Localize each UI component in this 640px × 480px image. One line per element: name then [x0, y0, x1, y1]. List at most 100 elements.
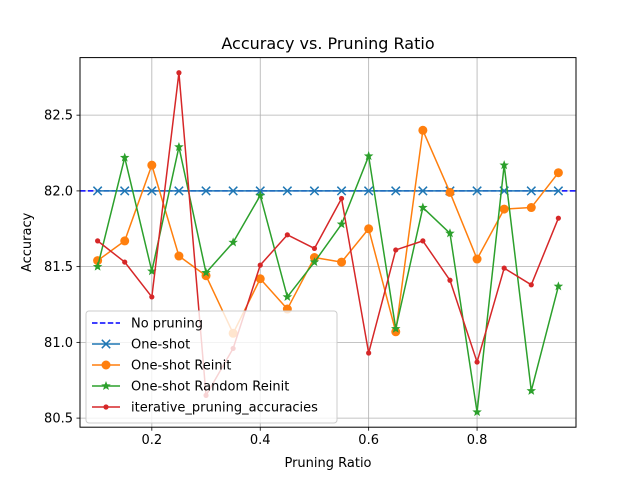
data-point-one-shot-random-reinit — [553, 281, 564, 291]
data-point-one-shot-stroke — [363, 186, 374, 196]
data-point-iterative-pruning-accuracies — [447, 277, 453, 283]
data-point-one-shot — [119, 186, 130, 196]
series-line-one-shot-random-reinit — [96, 146, 560, 413]
series-one-shot-reinit — [93, 125, 563, 338]
x-axis-label: Pruning Ratio — [284, 456, 371, 471]
data-point-iterative-pruning-accuracies — [338, 195, 345, 202]
legend: No pruning One-shot One-shot Reinit One-sho… — [85, 310, 338, 424]
data-point-iterative-pruning-accuracies — [501, 265, 507, 271]
data-point-one-shot-stroke — [228, 186, 238, 196]
legend-marker — [103, 404, 109, 410]
data-point-one-shot — [363, 186, 374, 196]
y-axis-label: Accuracy — [20, 212, 35, 272]
data-point-one-shot — [147, 186, 157, 196]
data-point-one-shot-random-reinit — [92, 261, 103, 271]
data-point-one-shot — [309, 186, 320, 196]
data-point-one-shot-random-reinit — [418, 202, 428, 212]
x-tick-label: 0.4 — [250, 433, 271, 448]
data-point-iterative-pruning-accuracies — [122, 259, 128, 265]
data-point-one-shot-random-reinit — [391, 323, 401, 333]
data-point-one-shot-random-reinit — [363, 151, 374, 161]
data-point-one-shot-random-reinit — [119, 152, 130, 162]
data-point-iterative-pruning-accuracies — [528, 282, 534, 288]
x-tick-label: 0.8 — [467, 433, 488, 448]
data-point-one-shot — [92, 186, 103, 196]
data-point-one-shot-reinit — [201, 271, 211, 281]
plot-content — [80, 70, 576, 417]
data-point-one-shot-reinit — [472, 254, 482, 264]
legend-entry: No pruning — [92, 317, 203, 332]
data-point-iterative-pruning-accuracies — [284, 232, 290, 238]
data-point-one-shot-stroke — [391, 186, 401, 196]
data-point-one-shot-random-reinit — [228, 237, 238, 247]
data-point-one-shot-random-reinit — [255, 190, 265, 200]
data-point-one-shot-random-reinit — [472, 407, 482, 417]
data-point-iterative-pruning-accuracies — [555, 215, 561, 221]
legend-label: iterative_pruning_accuracies — [131, 401, 318, 416]
data-point-one-shot-stroke — [553, 186, 564, 196]
data-point-one-shot-random-reinit — [336, 219, 347, 229]
data-point-one-shot-reinit — [120, 236, 130, 246]
data-point-one-shot-random-reinit — [201, 267, 211, 277]
legend-entry: One-shot Random Reinit — [92, 380, 289, 395]
data-point-iterative-pruning-accuracies — [95, 238, 101, 244]
data-point-one-shot-stroke — [309, 186, 320, 196]
y-tick-label: 82.5 — [44, 109, 73, 124]
data-point-one-shot-reinit — [445, 187, 455, 197]
data-point-one-shot-stroke — [201, 186, 211, 196]
data-point-one-shot-reinit — [255, 274, 265, 284]
data-point-one-shot — [472, 186, 482, 196]
data-point-one-shot-stroke — [526, 186, 537, 196]
x-tick-label: 0.6 — [358, 433, 379, 448]
data-point-one-shot-random-reinit — [282, 291, 293, 301]
data-point-one-shot — [228, 186, 238, 196]
series-line-iterative-pruning-accuracies — [97, 72, 560, 397]
data-point-one-shot-stroke — [174, 186, 184, 196]
data-point-one-shot-reinit — [337, 257, 347, 267]
data-point-iterative-pruning-accuracies — [176, 70, 182, 76]
data-point-iterative-pruning-accuracies — [311, 245, 318, 252]
data-point-one-shot-random-reinit — [445, 228, 455, 238]
y-tick-label: 81.5 — [44, 260, 73, 275]
data-point-one-shot-random-reinit — [309, 257, 320, 267]
legend-label: No pruning — [131, 317, 203, 332]
data-point-one-shot-reinit — [553, 168, 563, 178]
data-point-one-shot — [282, 186, 293, 196]
data-point-one-shot-stroke — [336, 186, 347, 196]
data-point-one-shot — [174, 186, 184, 196]
data-point-one-shot-reinit — [147, 160, 157, 170]
data-point-iterative-pruning-accuracies — [149, 294, 155, 300]
data-point-one-shot-stroke — [147, 186, 157, 196]
data-point-one-shot — [391, 186, 401, 196]
data-point-one-shot-stroke — [472, 186, 482, 196]
data-point-one-shot-reinit — [174, 251, 184, 261]
data-point-iterative-pruning-accuracies — [366, 350, 372, 356]
data-point-iterative-pruning-accuracies — [257, 262, 263, 268]
legend-label: One-shot Reinit — [131, 359, 231, 374]
data-point-one-shot — [201, 186, 211, 196]
y-tick-label: 82.0 — [44, 184, 73, 199]
series-one-shot-random-reinit — [92, 141, 564, 417]
chart-title: Accuracy vs. Pruning Ratio — [221, 34, 434, 53]
data-point-iterative-pruning-accuracies — [420, 238, 426, 244]
legend-label: One-shot — [131, 338, 190, 353]
y-tick-label: 81.0 — [44, 336, 73, 351]
data-point-one-shot-random-reinit — [174, 141, 184, 152]
legend-entry: One-shot Reinit — [92, 359, 231, 374]
data-point-one-shot-random-reinit — [499, 160, 509, 170]
data-point-one-shot — [418, 186, 428, 196]
data-point-one-shot — [336, 186, 347, 196]
data-point-one-shot-reinit — [391, 327, 401, 337]
data-point-one-shot-stroke — [282, 186, 293, 196]
x-tick-label: 0.2 — [141, 433, 162, 448]
legend-label: One-shot Random Reinit — [131, 380, 289, 395]
legend-entry: One-shot — [92, 338, 190, 353]
legend-marker — [101, 339, 111, 349]
data-point-one-shot-random-reinit — [526, 385, 537, 395]
data-point-iterative-pruning-accuracies — [393, 247, 399, 253]
series-line-one-shot-reinit — [97, 129, 559, 335]
data-point-one-shot-reinit — [364, 224, 374, 234]
data-point-one-shot-reinit — [499, 204, 509, 214]
data-point-one-shot-random-reinit — [147, 266, 157, 276]
